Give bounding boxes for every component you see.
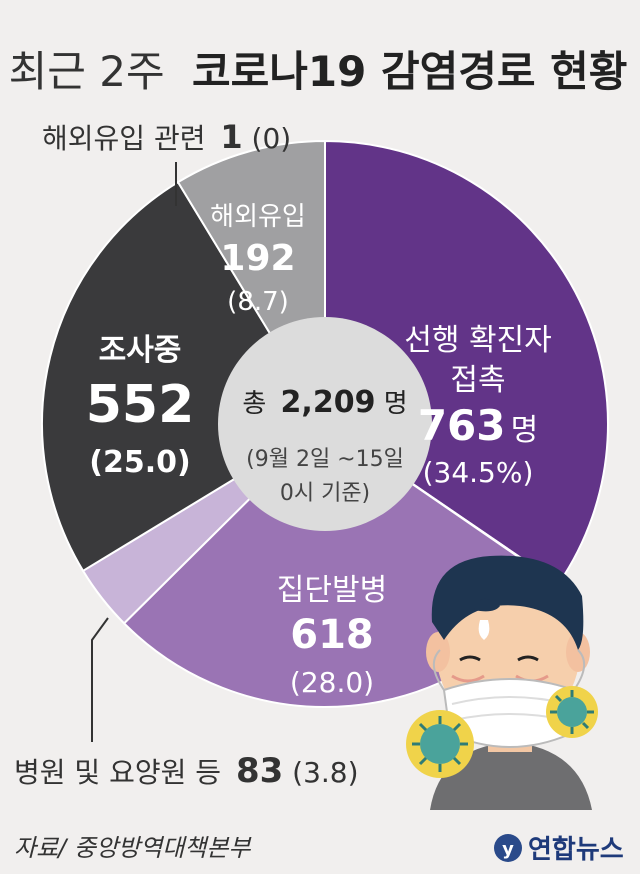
agency-name: 연합뉴스 [528, 835, 624, 865]
contact-percent: (34.5%) [423, 456, 534, 489]
center-total-value: 2,209 [281, 385, 376, 420]
title-main: 코로나19 감염경로 현황 [192, 47, 627, 96]
hospital-value: 83 [236, 751, 283, 791]
agency-logo: y 연합뉴스 [494, 834, 624, 865]
cluster-percent: (28.0) [290, 666, 374, 699]
contact-value-text: 763 명 [418, 401, 538, 450]
overseas-related-value: 1 [220, 118, 242, 156]
hospital-label: 병원 및 요양원 등 [14, 756, 221, 789]
center-period-line2: 0시 기준) [280, 481, 370, 506]
cluster-label: 집단발병 [277, 573, 387, 608]
cluster-value: 618 [290, 612, 374, 658]
investigating-value: 552 [86, 375, 195, 435]
investigating-label: 조사중 [99, 333, 182, 368]
overseas-value: 192 [220, 238, 295, 279]
investigating-percent: (25.0) [89, 445, 190, 480]
hospital-callout: 병원 및 요양원 등 83 (3.8) [14, 751, 359, 791]
slice-contact [324, 139, 609, 586]
contact-unit: 명 [511, 413, 539, 448]
overseas-label: 해외유입 [210, 202, 306, 232]
center-period-line1: (9월 2일 ~15일 [246, 447, 404, 472]
contact-value: 763 [418, 401, 506, 450]
agency-logo-icon [494, 834, 522, 862]
hospital-leader-line [91, 617, 109, 742]
agency-logo-mark: y [502, 839, 514, 860]
slice-investigating [41, 180, 327, 573]
title-prefix: 최근 2주 [9, 47, 165, 96]
page-title: 최근 2주 코로나19 감염경로 현황 [9, 47, 628, 96]
overseas-related-label: 해외유입 관련 [42, 122, 205, 155]
contact-label-line1: 선행 확진자 [404, 323, 552, 358]
center-total: 총 2,209 명 [242, 385, 407, 420]
source-text: 자료/ 중앙방역대책본부 [14, 834, 252, 862]
hospital-percent: (3.8) [292, 756, 358, 789]
overseas-percent: (8.7) [227, 287, 289, 317]
virus-icon [546, 686, 598, 738]
center-disc [218, 317, 432, 531]
virus-icon [406, 710, 474, 778]
center-total-prefix: 총 [242, 389, 266, 419]
overseas-related-percent: (0) [252, 122, 292, 155]
overseas-related-callout: 해외유입 관련 1 (0) [42, 118, 291, 156]
contact-label-line2: 접촉 [450, 363, 505, 398]
center-total-unit: 명 [384, 389, 408, 419]
